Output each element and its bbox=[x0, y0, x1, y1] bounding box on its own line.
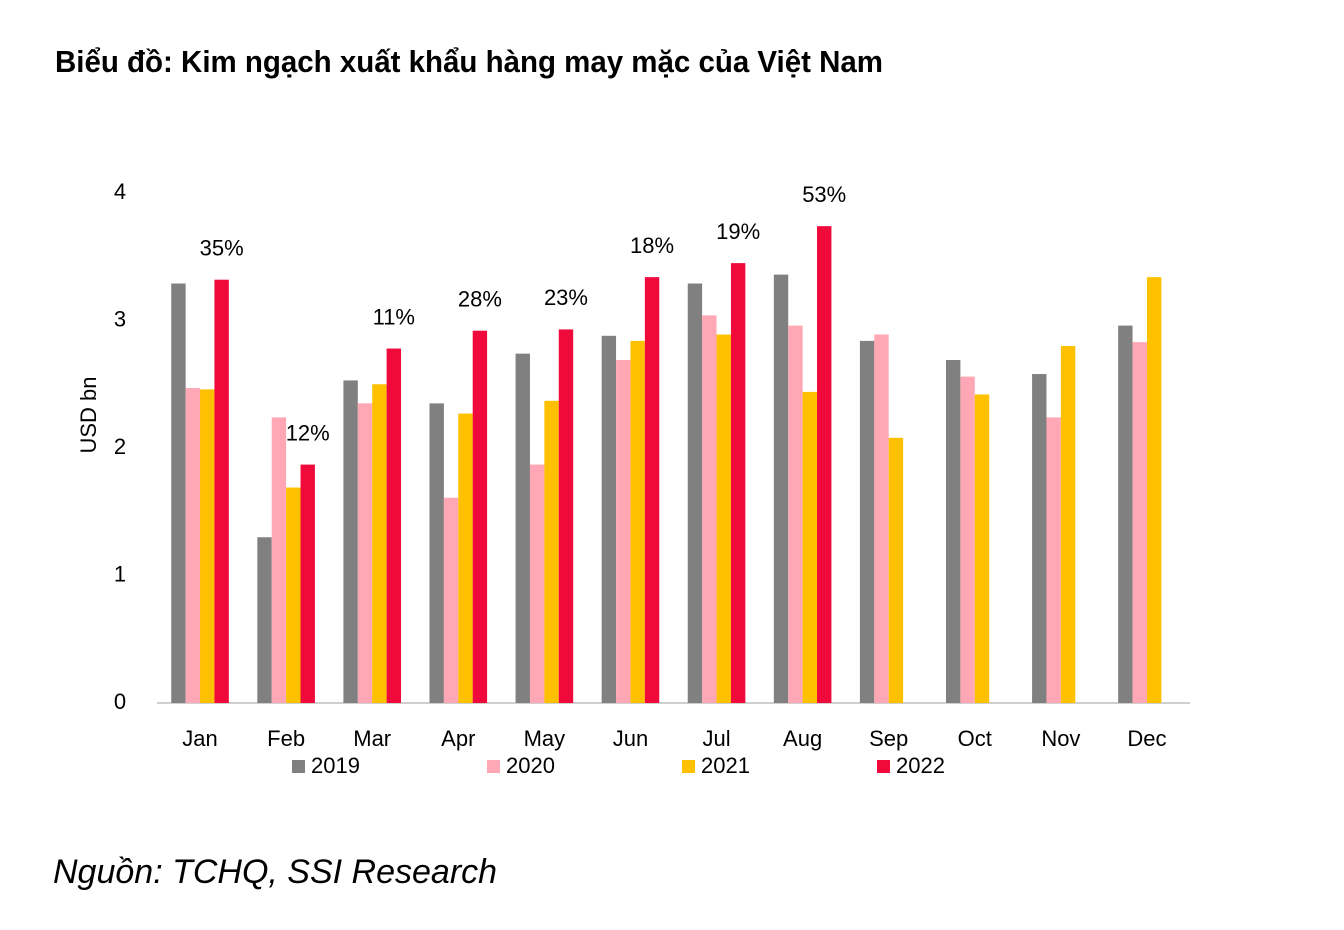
y-axis-label: USD bn bbox=[76, 376, 101, 453]
bar bbox=[529, 464, 545, 703]
bar bbox=[1146, 277, 1162, 703]
growth-label: 35% bbox=[200, 236, 244, 261]
legend-marker bbox=[292, 760, 305, 773]
bar bbox=[1118, 325, 1133, 703]
bar bbox=[960, 376, 975, 703]
bar bbox=[644, 277, 660, 703]
bar bbox=[171, 283, 186, 703]
bar bbox=[817, 226, 832, 703]
x-tick-label: Oct bbox=[958, 726, 992, 751]
growth-label: 18% bbox=[630, 233, 674, 258]
bar bbox=[601, 335, 617, 703]
bar bbox=[974, 394, 990, 703]
legend-label: 2020 bbox=[506, 753, 555, 778]
x-tick-label: Jan bbox=[182, 726, 217, 751]
bar bbox=[458, 413, 473, 703]
bar bbox=[386, 348, 402, 703]
y-tick-label: 4 bbox=[114, 179, 126, 204]
bar bbox=[544, 400, 559, 703]
source: Nguồn: TCHQ, SSI Research bbox=[53, 853, 497, 891]
bar bbox=[300, 464, 315, 703]
y-tick-label: 0 bbox=[114, 689, 126, 714]
bar bbox=[257, 537, 272, 703]
bar bbox=[945, 360, 961, 703]
bar bbox=[788, 325, 803, 703]
x-tick-label: Sep bbox=[869, 726, 908, 751]
x-tick-label: Aug bbox=[783, 726, 822, 751]
bar bbox=[1032, 374, 1047, 703]
bar bbox=[357, 403, 373, 703]
growth-label: 53% bbox=[802, 182, 846, 207]
bar bbox=[343, 380, 358, 703]
bar bbox=[185, 388, 201, 703]
bar bbox=[515, 353, 530, 703]
bar bbox=[286, 487, 301, 703]
legend-label: 2022 bbox=[896, 753, 945, 778]
x-tick-label: Nov bbox=[1041, 726, 1080, 751]
bar bbox=[271, 417, 287, 703]
bar bbox=[630, 340, 645, 703]
growth-label: 23% bbox=[544, 285, 588, 310]
legend-marker bbox=[487, 760, 500, 773]
growth-label: 28% bbox=[458, 287, 502, 312]
legend-label: 2019 bbox=[311, 753, 360, 778]
x-tick-label: Feb bbox=[267, 726, 305, 751]
y-tick-label: 2 bbox=[114, 434, 126, 459]
bar bbox=[1046, 417, 1061, 703]
legend-label: 2021 bbox=[701, 753, 750, 778]
bar bbox=[730, 263, 746, 703]
growth-label: 19% bbox=[716, 219, 760, 244]
bar bbox=[802, 391, 818, 703]
x-tick-label: Dec bbox=[1127, 726, 1166, 751]
chart-title: Biểu đồ: Kim ngạch xuất khẩu hàng may mặ… bbox=[55, 44, 883, 79]
bar bbox=[716, 334, 731, 703]
bar bbox=[1060, 346, 1076, 703]
legend-marker bbox=[877, 760, 890, 773]
x-tick-label: Jul bbox=[702, 726, 730, 751]
bar bbox=[443, 497, 459, 703]
bar bbox=[200, 389, 215, 703]
x-tick-label: Mar bbox=[353, 726, 391, 751]
y-tick-label: 3 bbox=[114, 306, 126, 331]
y-tick-label: 1 bbox=[114, 561, 126, 586]
bar bbox=[429, 403, 444, 703]
bar bbox=[1132, 342, 1147, 703]
x-tick-label: Jun bbox=[613, 726, 648, 751]
bar bbox=[888, 437, 904, 703]
growth-label: 11% bbox=[373, 304, 415, 329]
growth-label: 12% bbox=[286, 420, 330, 445]
bar bbox=[773, 274, 789, 703]
bar bbox=[702, 315, 717, 703]
x-tick-label: Apr bbox=[441, 726, 475, 751]
bar bbox=[472, 330, 488, 703]
legend-marker bbox=[682, 760, 695, 773]
bar bbox=[859, 340, 875, 703]
bar bbox=[372, 384, 387, 703]
x-tick-label: May bbox=[524, 726, 566, 751]
bar bbox=[874, 334, 889, 703]
bar bbox=[616, 360, 631, 703]
bar bbox=[558, 329, 574, 703]
bar bbox=[214, 279, 229, 703]
bar bbox=[687, 283, 703, 703]
